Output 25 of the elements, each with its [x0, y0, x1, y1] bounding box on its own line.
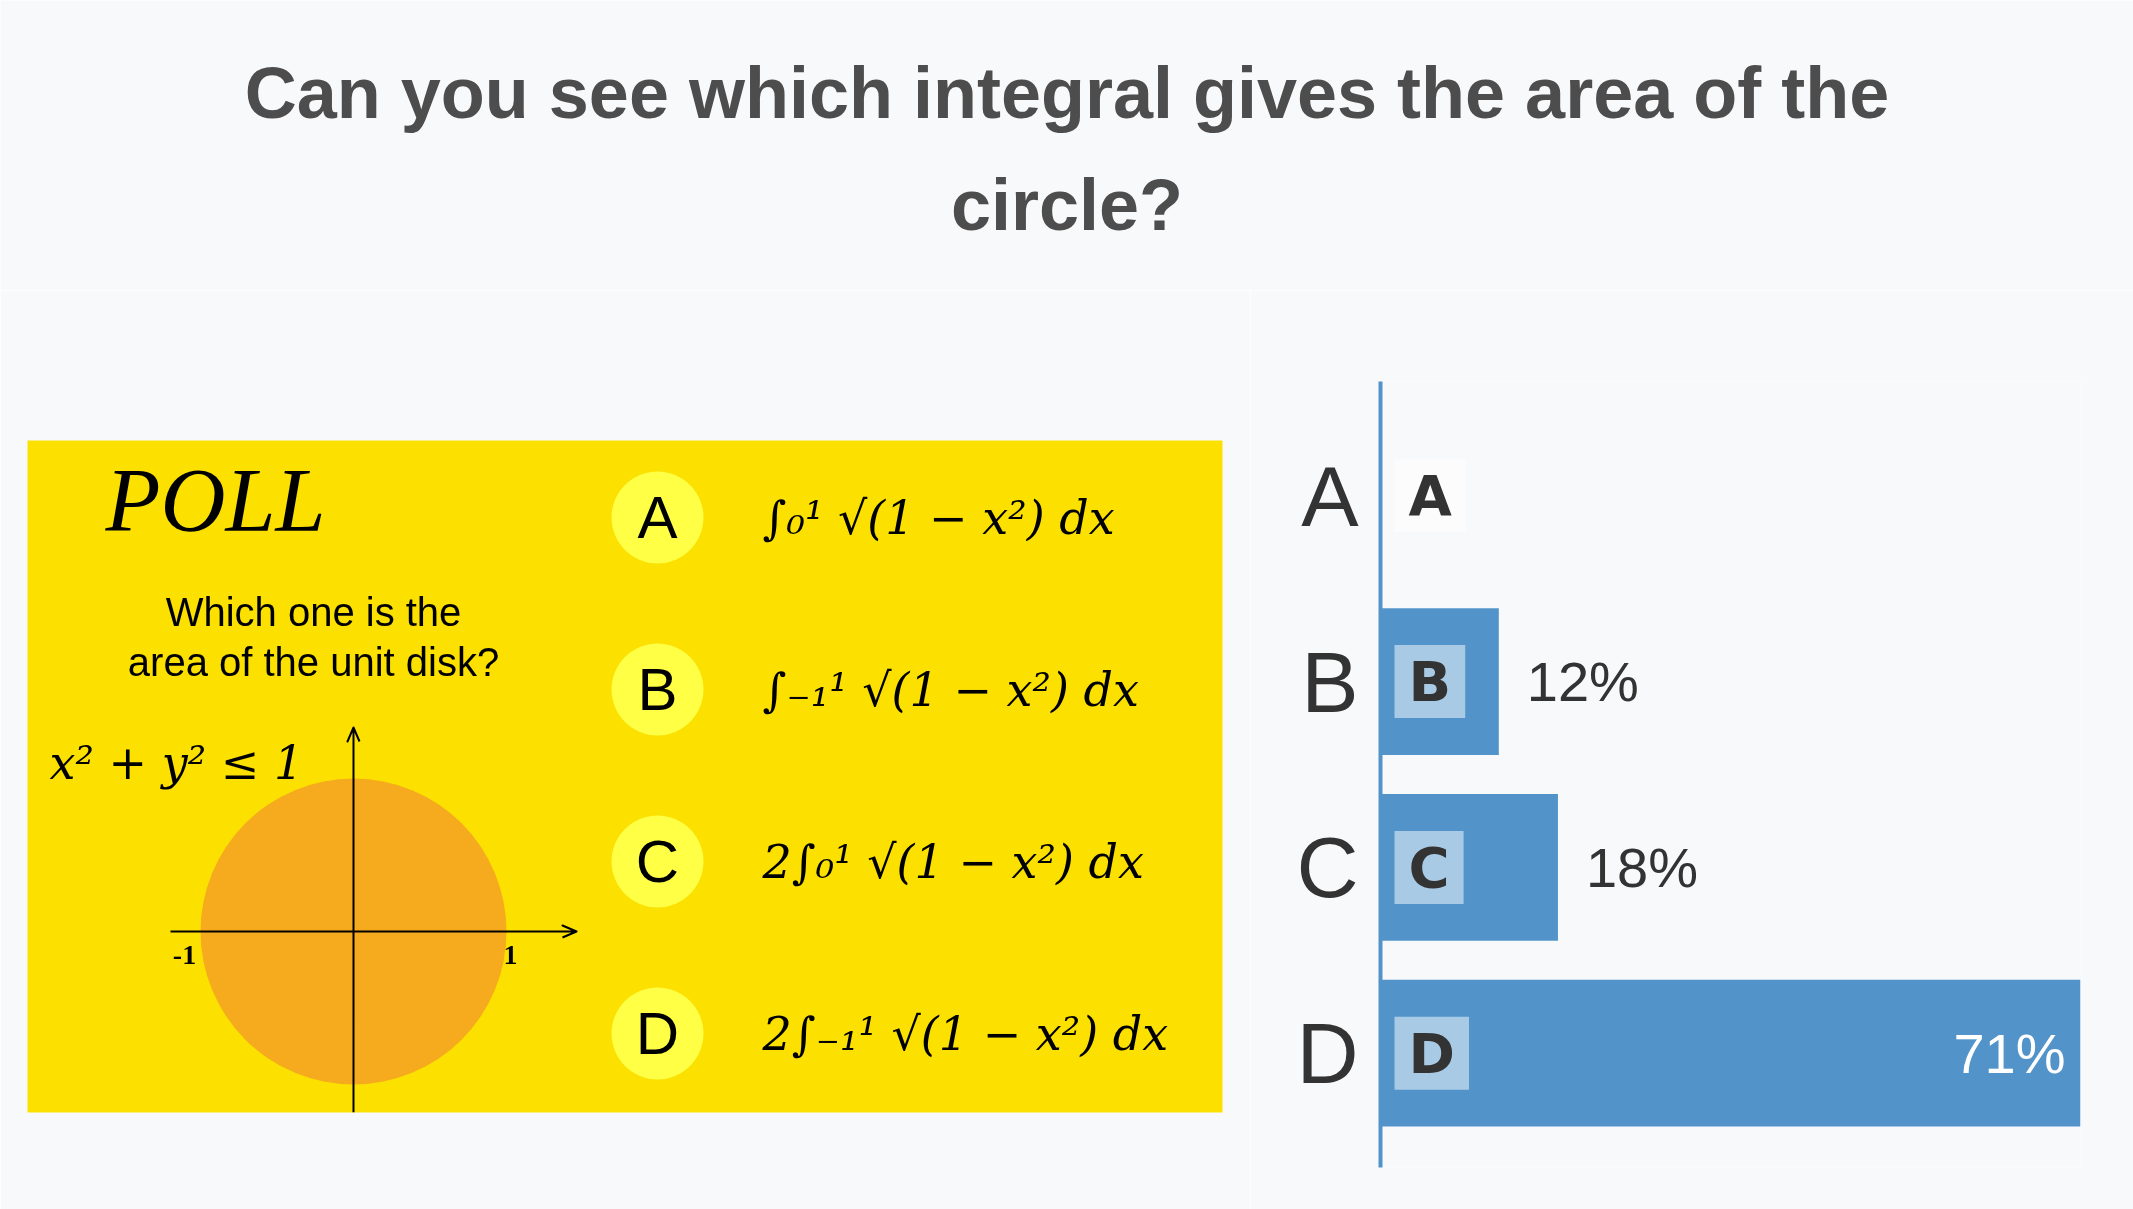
category-label: B — [1408, 649, 1452, 715]
data-label: 18% — [1585, 835, 1699, 899]
text: ∫₋₁¹ √(1 − x²) dx — [762, 662, 1139, 717]
text: 2∫₋₁¹ √(1 − x²) dx — [761, 1006, 1169, 1061]
text: -1 — [172, 938, 197, 970]
text: A — [1301, 447, 1360, 544]
y-tick-label: C — [635, 828, 680, 895]
text: x² + y² ≤ 1 — [49, 735, 304, 790]
text: 1 — [503, 938, 518, 970]
text: 2∫₀¹ √(1 − x²) dx — [761, 834, 1144, 889]
y-tick-label: D — [635, 1000, 680, 1067]
y-tick-label: B — [637, 656, 678, 723]
data-label: 12% — [1526, 650, 1639, 714]
text: C — [1296, 819, 1359, 916]
data-label: 71% — [1953, 1021, 2066, 1085]
category-label: D — [1408, 1020, 1455, 1086]
chart-title: Can you see which integral gives the area of the circle? — [244, 52, 1890, 245]
category-label: A — [1408, 463, 1452, 529]
text: D — [1296, 1005, 1359, 1102]
text: POLL — [104, 451, 326, 550]
text: Which one is the area of the unit disk? — [127, 589, 500, 684]
category-label: C — [1408, 834, 1450, 900]
text: ∫₀¹ √(1 − x²) dx — [762, 490, 1115, 545]
text: B — [1301, 633, 1359, 730]
y-tick-label: A — [637, 484, 678, 551]
